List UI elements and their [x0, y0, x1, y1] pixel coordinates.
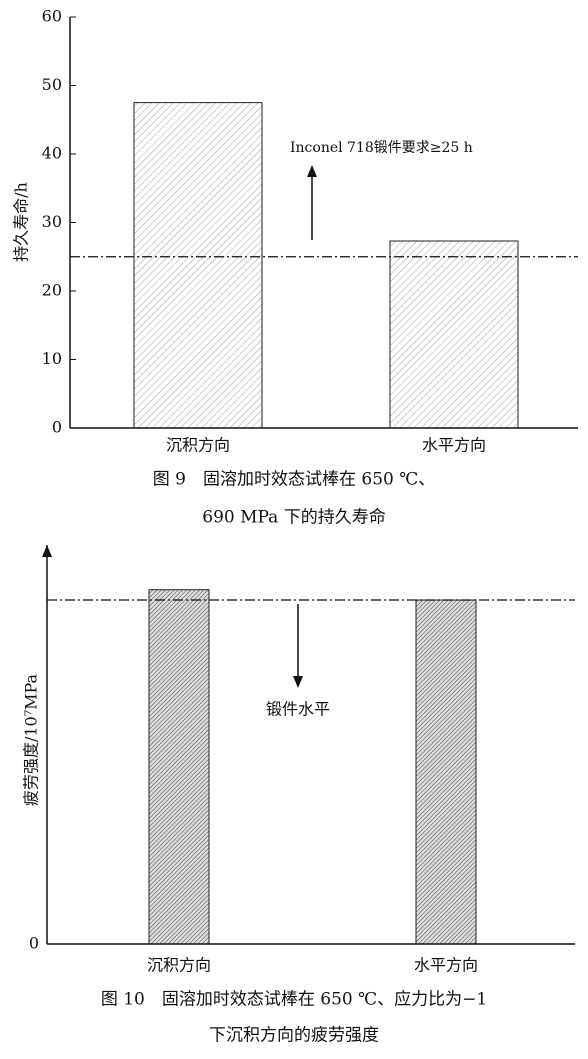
annotation: 锻件水平 [266, 700, 330, 719]
bar [415, 599, 477, 945]
caption: 690 MPa 下的持久寿命 [202, 508, 385, 528]
annotation-arrowhead [293, 676, 303, 688]
y-axis-label: 疲劳强度/10⁷MPa [22, 673, 41, 806]
y-tick-label: 0 [29, 934, 39, 953]
caption: 图 9 固溶加时效态试棒在 650 ℃、 [153, 470, 436, 490]
y-tick-label: 50 [42, 75, 62, 94]
y-tick-label: 40 [42, 144, 62, 163]
x-tick-label: 沉积方向 [147, 956, 211, 975]
x-tick-label: 水平方向 [414, 956, 478, 975]
bar [389, 240, 519, 429]
axis-arrow [42, 545, 52, 557]
bar [148, 589, 210, 945]
y-tick-label: 0 [52, 418, 62, 437]
y-axis-label: 持久寿命/h [12, 182, 31, 262]
y-tick-label: 60 [42, 7, 62, 26]
y-tick-label: 20 [42, 281, 62, 300]
annotation-arrowhead [307, 165, 317, 177]
caption: 图 10 固溶加时效态试棒在 650 ℃、应力比为−1 [101, 990, 487, 1010]
annotation: Inconel 718锻件要求≥25 h [290, 140, 473, 156]
x-tick-label: 沉积方向 [166, 436, 230, 455]
caption: 下沉积方向的疲劳强度 [209, 1026, 379, 1046]
bar [133, 102, 263, 429]
y-tick-label: 30 [42, 212, 62, 231]
y-tick-label: 10 [42, 349, 62, 368]
x-tick-label: 水平方向 [422, 436, 486, 455]
